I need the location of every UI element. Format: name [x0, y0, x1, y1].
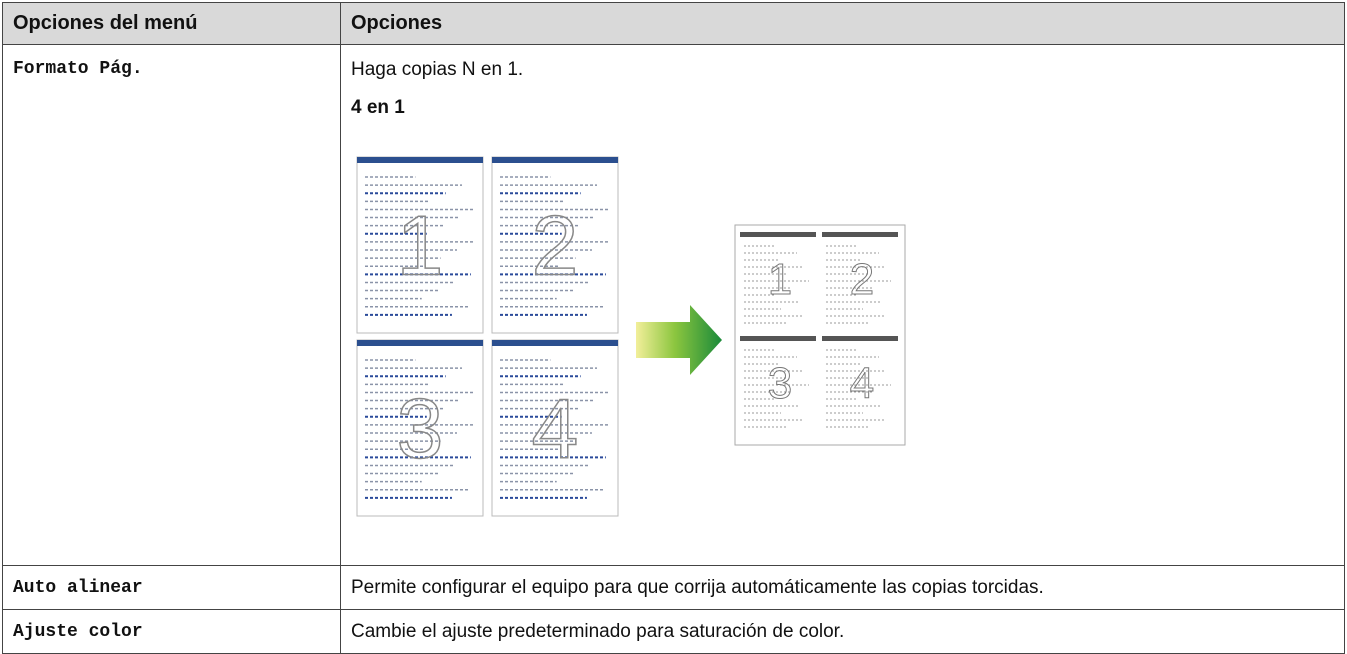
page-number: 3 — [397, 381, 444, 475]
page-header — [357, 340, 483, 346]
page — [491, 156, 619, 334]
subheading: 4 en 1 — [351, 97, 405, 118]
page — [491, 339, 619, 517]
description-cell: Permite configurar el equipo para que co… — [340, 565, 1345, 610]
page-header — [357, 157, 483, 163]
page-number: 1 — [397, 198, 444, 292]
arrow — [636, 305, 722, 375]
page-number: 4 — [532, 381, 579, 475]
page-number: 2 — [850, 255, 874, 304]
header-cell: Opciones — [340, 2, 1345, 45]
quadrant-header — [740, 232, 816, 237]
header-cell: Opciones del menú — [2, 2, 341, 45]
page-header — [492, 157, 618, 163]
quadrant-header — [822, 336, 898, 341]
quadrant-header — [822, 232, 898, 237]
page-number: 3 — [768, 359, 792, 408]
page-number: 4 — [850, 359, 874, 408]
description: Haga copias N en 1. — [351, 59, 524, 80]
page-number: 2 — [532, 198, 579, 292]
header-row: Opciones del menú Opciones — [2, 2, 1345, 45]
page — [356, 339, 484, 517]
result-page — [734, 224, 906, 446]
row: Auto alinear Permite configurar el equip… — [2, 565, 1345, 610]
quadrant-header — [740, 336, 816, 341]
page — [356, 156, 484, 334]
option-cell: Formato Pág. — [2, 44, 341, 566]
page-header — [492, 340, 618, 346]
page-number: 1 — [768, 255, 792, 304]
